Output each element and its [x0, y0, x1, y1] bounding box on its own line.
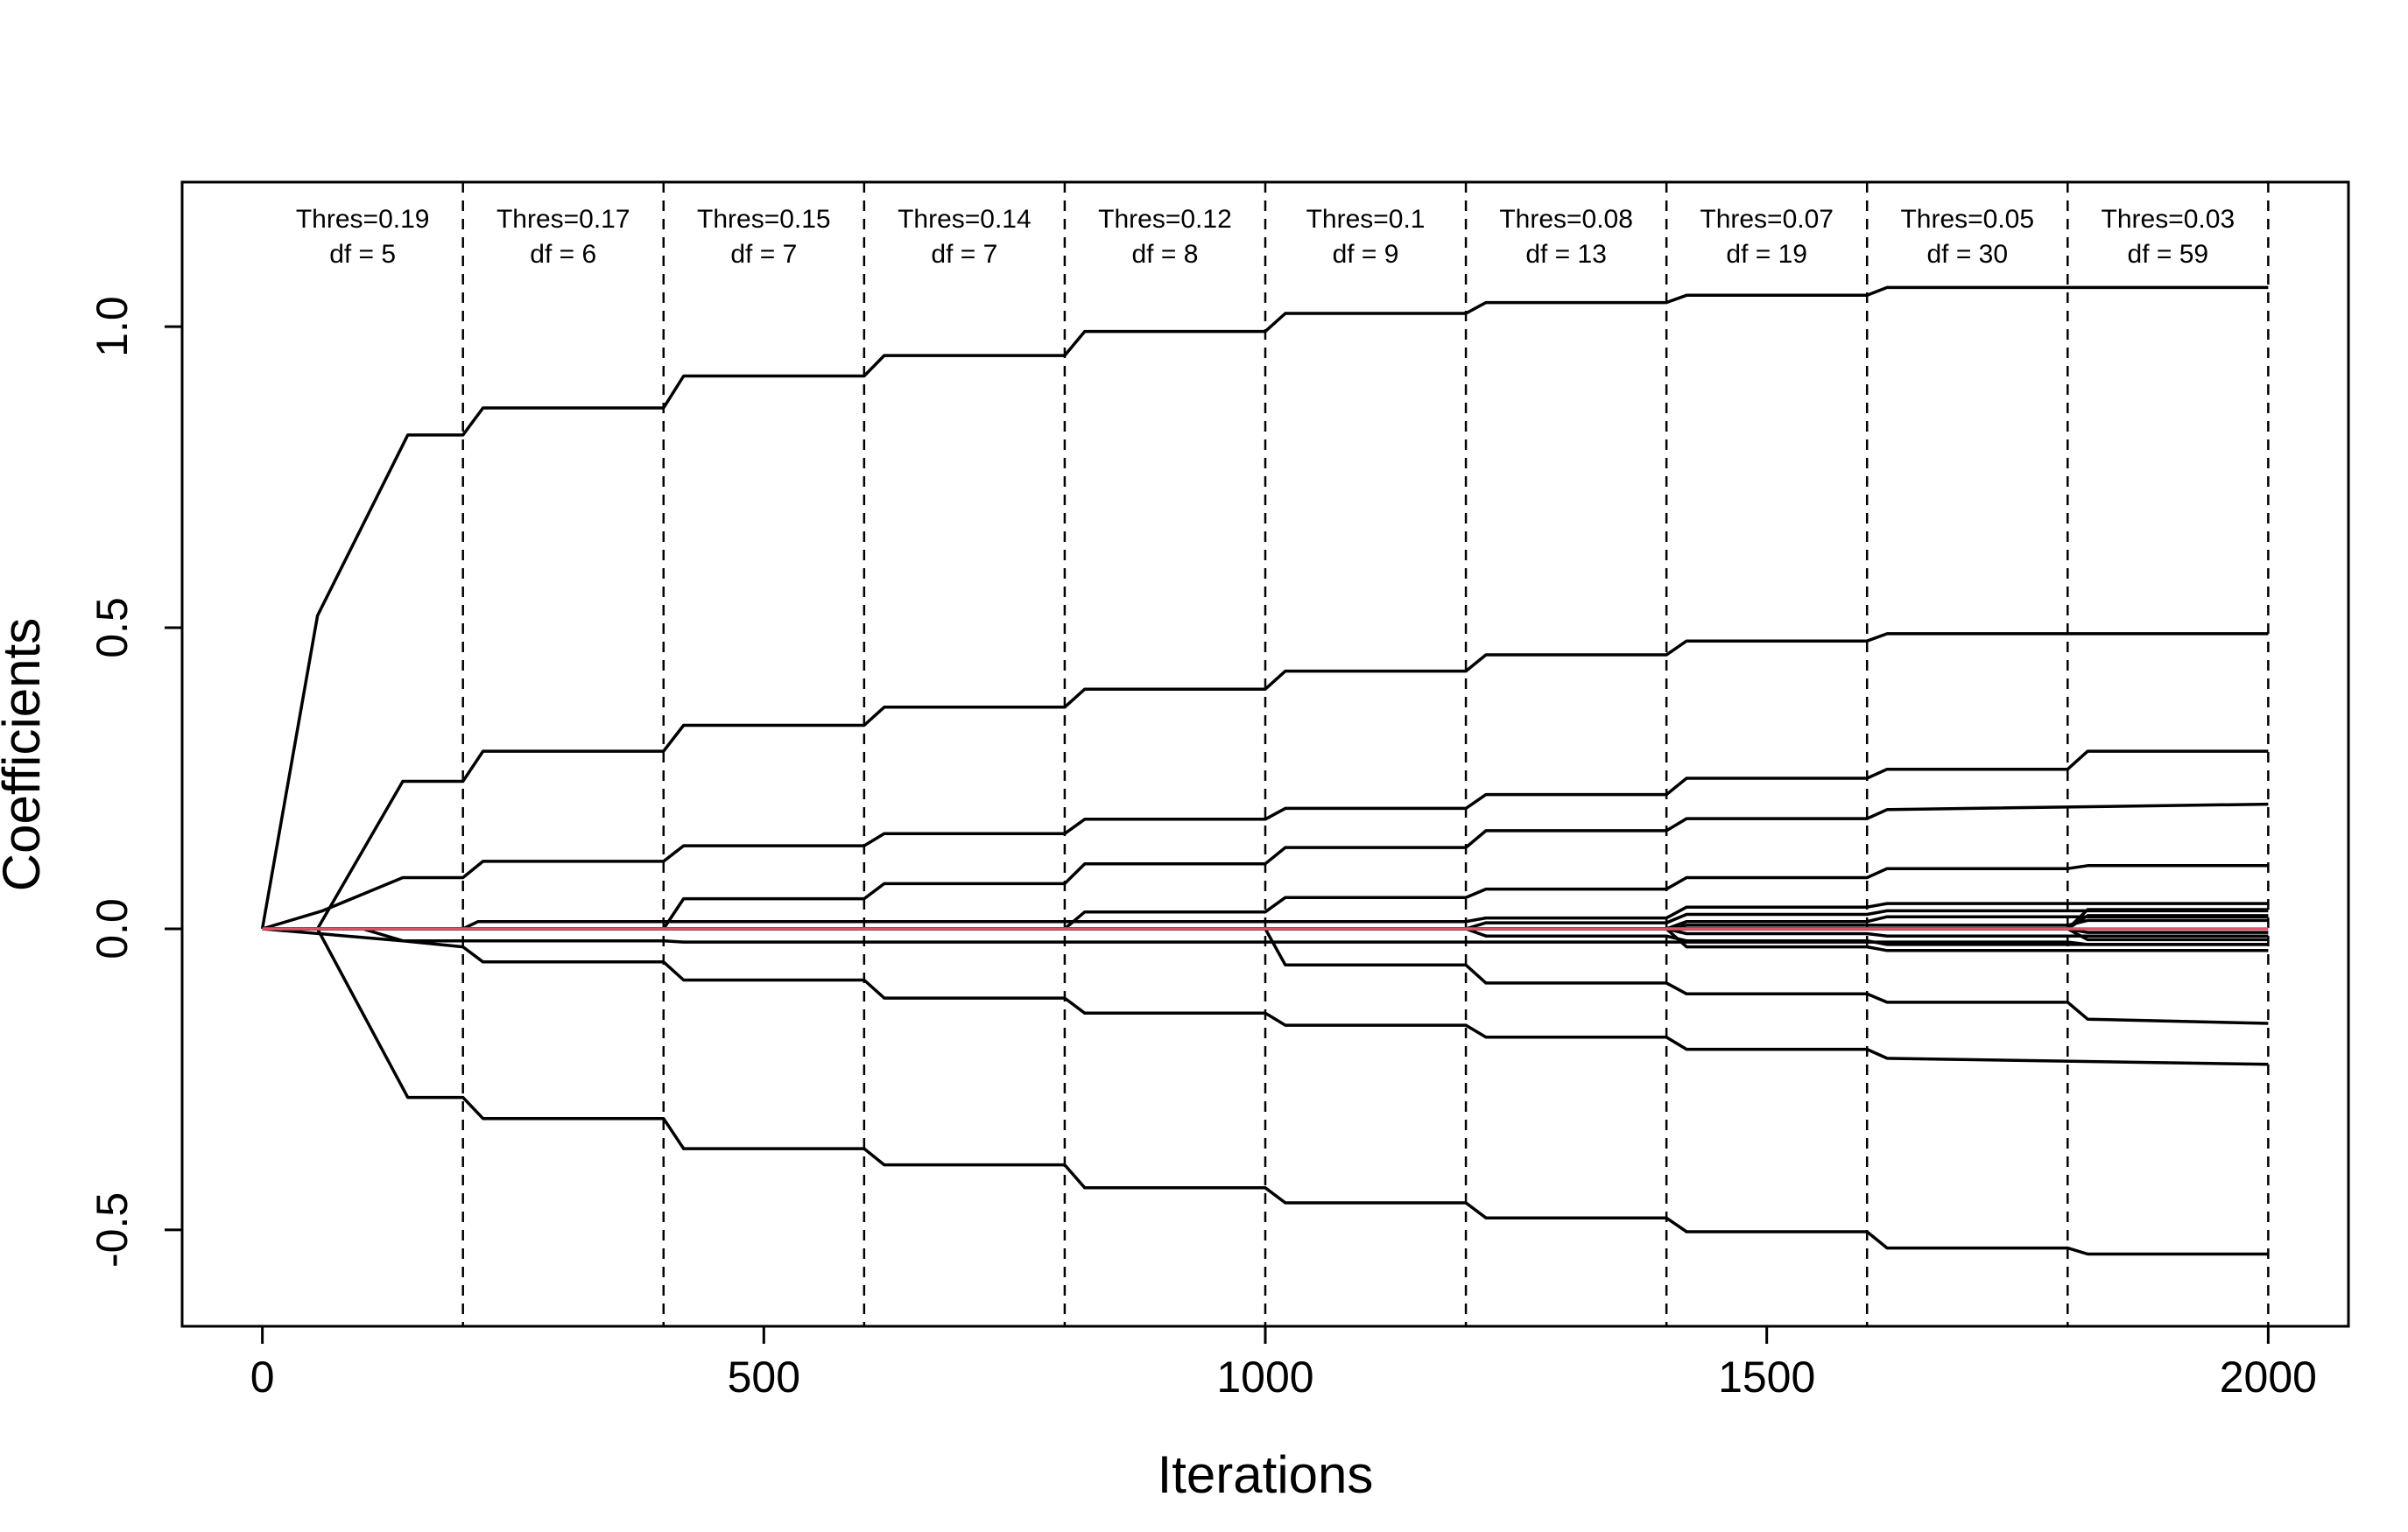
df-label: df = 8	[1132, 240, 1199, 269]
coefficient-path	[260, 285, 2269, 930]
threshold-label: Thres=0.1	[1306, 205, 1426, 234]
y-tick-label: 1.0	[88, 296, 137, 357]
threshold-label: Thres=0.14	[898, 205, 1031, 234]
threshold-label: Thres=0.07	[1700, 205, 1834, 234]
df-label: df = 9	[1333, 240, 1399, 269]
threshold-annotations: Thres=0.19 df = 5 Thres=0.17 df = 6 Thres=0.…	[296, 205, 2235, 269]
df-label: df = 19	[1726, 240, 1807, 269]
x-tick-label: 500	[728, 1353, 800, 1402]
df-label: df = 59	[2128, 240, 2209, 269]
threshold-label: Thres=0.05	[1900, 205, 2034, 234]
coefficient-path	[262, 802, 2269, 931]
x-tick-label: 2000	[2220, 1353, 2317, 1402]
df-label: df = 7	[931, 240, 997, 269]
threshold-label: Thres=0.08	[1499, 205, 1633, 234]
coefficient-path	[262, 927, 2269, 946]
threshold-label: Thres=0.17	[496, 205, 630, 234]
y-tick-label: 0.0	[88, 898, 137, 959]
coefficient-path	[262, 749, 2269, 931]
x-axis: 0 500 1000 1500 2000	[250, 1325, 2317, 1402]
x-tick-label: 1000	[1216, 1353, 1313, 1402]
y-axis: -0.5 0.0 0.5 1.0	[88, 296, 184, 1268]
x-axis-title: Iterations	[1158, 1445, 1374, 1504]
coefficient-path	[262, 927, 2269, 1256]
y-axis-title: Coefficients	[0, 618, 51, 891]
x-tick-label: 0	[250, 1353, 275, 1402]
threshold-label: Thres=0.12	[1098, 205, 1232, 234]
y-tick-label: -0.5	[88, 1192, 137, 1268]
coefficient-path	[262, 927, 2269, 1025]
coefficient-path	[262, 864, 2269, 931]
threshold-label: Thres=0.15	[697, 205, 831, 234]
df-label: df = 7	[730, 240, 797, 269]
df-label: df = 13	[1525, 240, 1607, 269]
threshold-label: Thres=0.19	[296, 205, 430, 234]
coefficient-path	[262, 902, 2269, 931]
coefficient-path	[262, 632, 2269, 931]
threshold-lines	[461, 182, 2270, 1326]
y-tick-label: 0.5	[88, 597, 137, 658]
coefficient-path	[262, 927, 2269, 1066]
x-tick-label: 1500	[1718, 1353, 1815, 1402]
df-label: df = 30	[1926, 240, 2008, 269]
df-label: df = 5	[329, 240, 396, 269]
threshold-label: Thres=0.03	[2102, 205, 2235, 234]
df-label: df = 6	[530, 240, 596, 269]
